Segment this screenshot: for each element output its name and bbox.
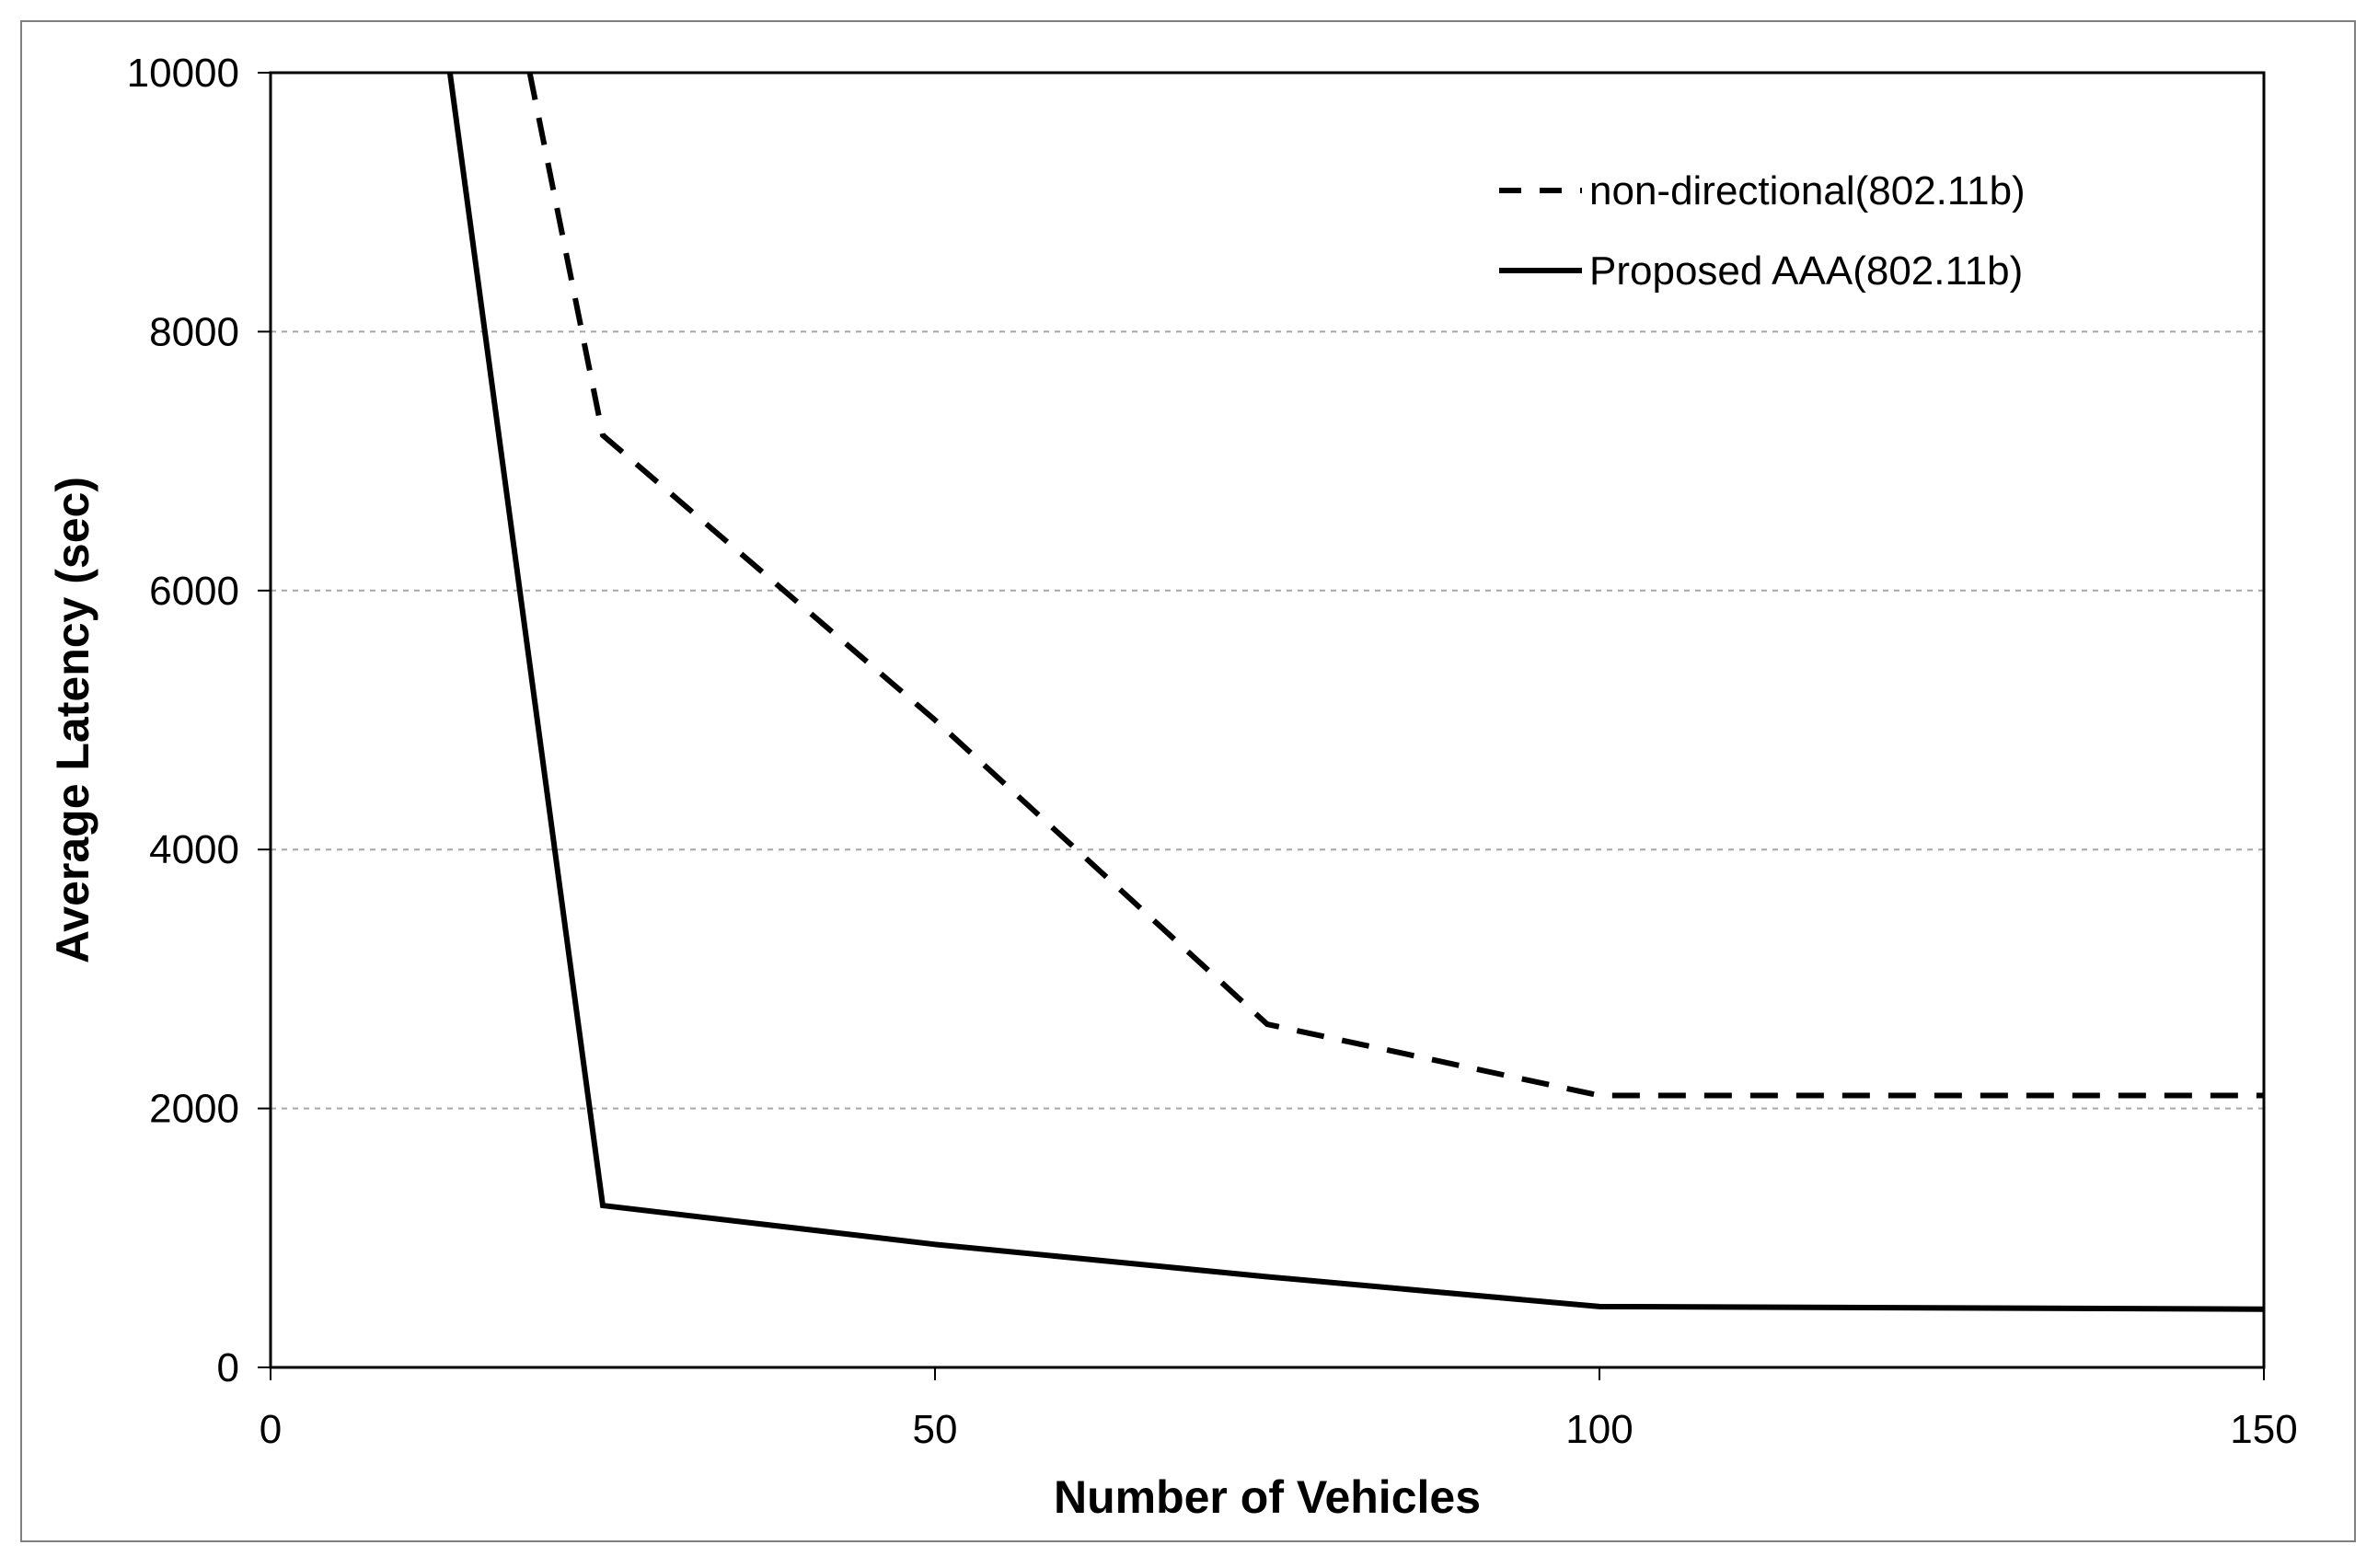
y-tick-label: 6000 bbox=[149, 569, 239, 614]
x-tick-label: 50 bbox=[913, 1407, 958, 1452]
y-tick-label: 4000 bbox=[149, 827, 239, 872]
chart-frame: 0 2000 4000 6000 8000 10000 0 50 100 150 non-dire… bbox=[20, 20, 2356, 1542]
plot-area-border bbox=[269, 71, 2266, 1369]
y-tick-label: 8000 bbox=[149, 309, 239, 354]
y-tick-label: 10000 bbox=[127, 51, 239, 96]
x-tick-label: 100 bbox=[1565, 1407, 1633, 1452]
series-line-non-directional bbox=[526, 73, 2264, 1099]
x-tick-label: 0 bbox=[260, 1407, 282, 1452]
gridlines bbox=[271, 330, 2264, 1110]
y-axis-title: Average Latency (sec) bbox=[47, 477, 98, 963]
x-tick-label: 150 bbox=[2230, 1407, 2297, 1452]
x-axis-title: Number of Vehicles bbox=[1054, 1471, 1481, 1523]
series-line-proposed-aaa bbox=[446, 73, 2264, 1312]
line-chart: 0 2000 4000 6000 8000 10000 0 50 100 150 non-dire… bbox=[47, 51, 2298, 1523]
y-tick-label: 2000 bbox=[149, 1087, 239, 1132]
legend: non-directional(802.11b) Proposed AAA(802… bbox=[1499, 168, 2026, 294]
legend-label: non-directional(802.11b) bbox=[1589, 168, 2026, 213]
legend-label: Proposed AAA(802.11b) bbox=[1589, 248, 2023, 294]
series-lines bbox=[446, 73, 2264, 1312]
y-tick-label: 0 bbox=[217, 1345, 239, 1390]
axis-ticks: 0 2000 4000 6000 8000 10000 0 50 100 150 bbox=[127, 51, 2298, 1452]
